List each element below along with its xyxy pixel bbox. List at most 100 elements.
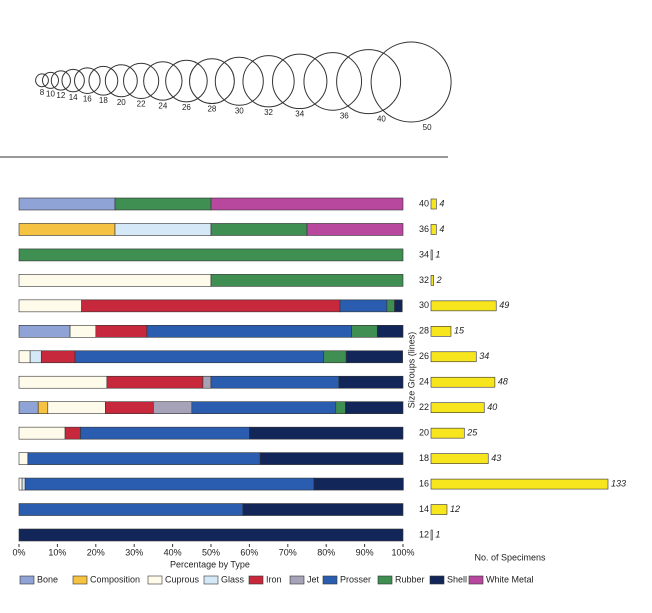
legend-swatch	[377, 575, 393, 585]
bar-segment	[351, 325, 378, 338]
legend-label: Iron	[266, 574, 282, 584]
count-label: 1	[435, 529, 440, 539]
bar-segment	[64, 426, 81, 440]
legend-swatch	[248, 575, 264, 585]
y-tick-label: 18	[419, 453, 429, 463]
y-tick-label: 32	[419, 275, 429, 285]
count-label: 133	[611, 478, 626, 488]
x-tick-label: 30%	[125, 547, 143, 557]
size-circle	[74, 67, 101, 94]
count-label: 1	[435, 249, 440, 259]
x-axis-title: Percentage by Type	[170, 559, 250, 569]
x-tick-label: 100%	[391, 547, 414, 557]
y-tick-label: 22	[419, 402, 429, 412]
count-label: 2	[436, 275, 442, 285]
size-circle	[303, 52, 363, 111]
legend-label: Bone	[37, 574, 58, 584]
count-bar	[430, 351, 477, 363]
bar-segment	[210, 223, 308, 236]
bar-segment	[18, 426, 66, 440]
legend-label: Prosser	[340, 574, 371, 584]
legend-swatch	[322, 575, 338, 585]
size-label: 26	[182, 103, 191, 112]
bar-segment	[259, 452, 404, 465]
bar-segment	[242, 503, 404, 516]
y-tick-label: 12	[419, 529, 429, 539]
size-circle	[336, 49, 402, 115]
y-tick-label: 28	[419, 326, 429, 336]
count-label: 25	[466, 428, 478, 438]
size-circle	[272, 53, 328, 110]
legend-label: Composition	[90, 574, 140, 584]
size-label: 12	[56, 91, 65, 100]
bar-segment	[18, 375, 108, 389]
x-tick-label: 70%	[279, 547, 297, 557]
size-label: 24	[158, 101, 167, 110]
size-label: 18	[99, 96, 108, 105]
size-label: 50	[423, 123, 432, 132]
size-circle	[35, 73, 49, 88]
bar-segment	[27, 452, 261, 465]
y-tick-label: 24	[419, 377, 429, 387]
legend-swatch	[468, 575, 484, 585]
bar-segment	[394, 299, 403, 313]
x-tick-label: 10%	[48, 547, 66, 557]
bar-segment	[210, 197, 404, 211]
y-tick-label: 16	[419, 478, 429, 488]
size-circle	[214, 56, 264, 106]
bar-segment	[146, 325, 352, 338]
count-label: 48	[498, 377, 508, 387]
bar-segment	[47, 401, 106, 414]
x-tick-label: 40%	[164, 547, 182, 557]
size-circle	[242, 55, 295, 108]
legend-swatch	[289, 575, 305, 585]
size-label: 28	[207, 105, 216, 114]
legend-swatch	[19, 575, 35, 585]
count-label: 34	[479, 351, 489, 361]
bar-segment	[345, 401, 404, 414]
count-label: 15	[454, 326, 465, 336]
bar-segment	[249, 426, 404, 440]
y-tick-label: 26	[419, 351, 429, 361]
size-label: 32	[264, 108, 273, 117]
x-tick-label: 80%	[317, 547, 335, 557]
size-circle	[61, 68, 85, 93]
legend-label: Cuprous	[165, 574, 200, 584]
bar-segment	[18, 274, 212, 287]
bar-segment	[18, 325, 71, 338]
bar-segment	[153, 401, 193, 414]
bar-segment	[114, 223, 212, 236]
x-tick-label: 90%	[356, 547, 374, 557]
bar-segment	[80, 426, 250, 440]
bar-segment	[105, 401, 154, 414]
count-label: 12	[450, 504, 460, 514]
size-circle	[41, 71, 59, 89]
bar-segment	[18, 248, 404, 262]
bar-segment	[106, 375, 204, 389]
y-tick-label: 40	[419, 198, 429, 208]
size-circle	[104, 64, 138, 98]
y-axis-title: Size Groups (lines)	[406, 332, 416, 409]
bar-segment	[18, 528, 404, 542]
count-bar	[430, 249, 433, 261]
bar-segment	[18, 477, 23, 491]
size-circle	[88, 65, 119, 96]
count-bar	[430, 300, 497, 312]
count-label: 40	[487, 402, 497, 412]
count-label: 43	[491, 453, 501, 463]
y-tick-label: 20	[419, 428, 429, 438]
bar-segment	[338, 375, 404, 389]
size-circle	[189, 58, 235, 105]
legend-swatch	[147, 575, 163, 585]
bar-segment	[376, 325, 404, 338]
size-label: 20	[117, 98, 126, 107]
bar-segment	[18, 223, 116, 236]
size-label: 16	[83, 95, 92, 104]
x-tick-label: 60%	[240, 547, 258, 557]
bar-segment	[18, 401, 39, 414]
legend-label: Rubber	[395, 574, 425, 584]
size-label: 10	[46, 90, 55, 99]
y-tick-label: 34	[419, 249, 429, 259]
count-bar	[430, 198, 437, 210]
count-bar	[430, 275, 434, 286]
